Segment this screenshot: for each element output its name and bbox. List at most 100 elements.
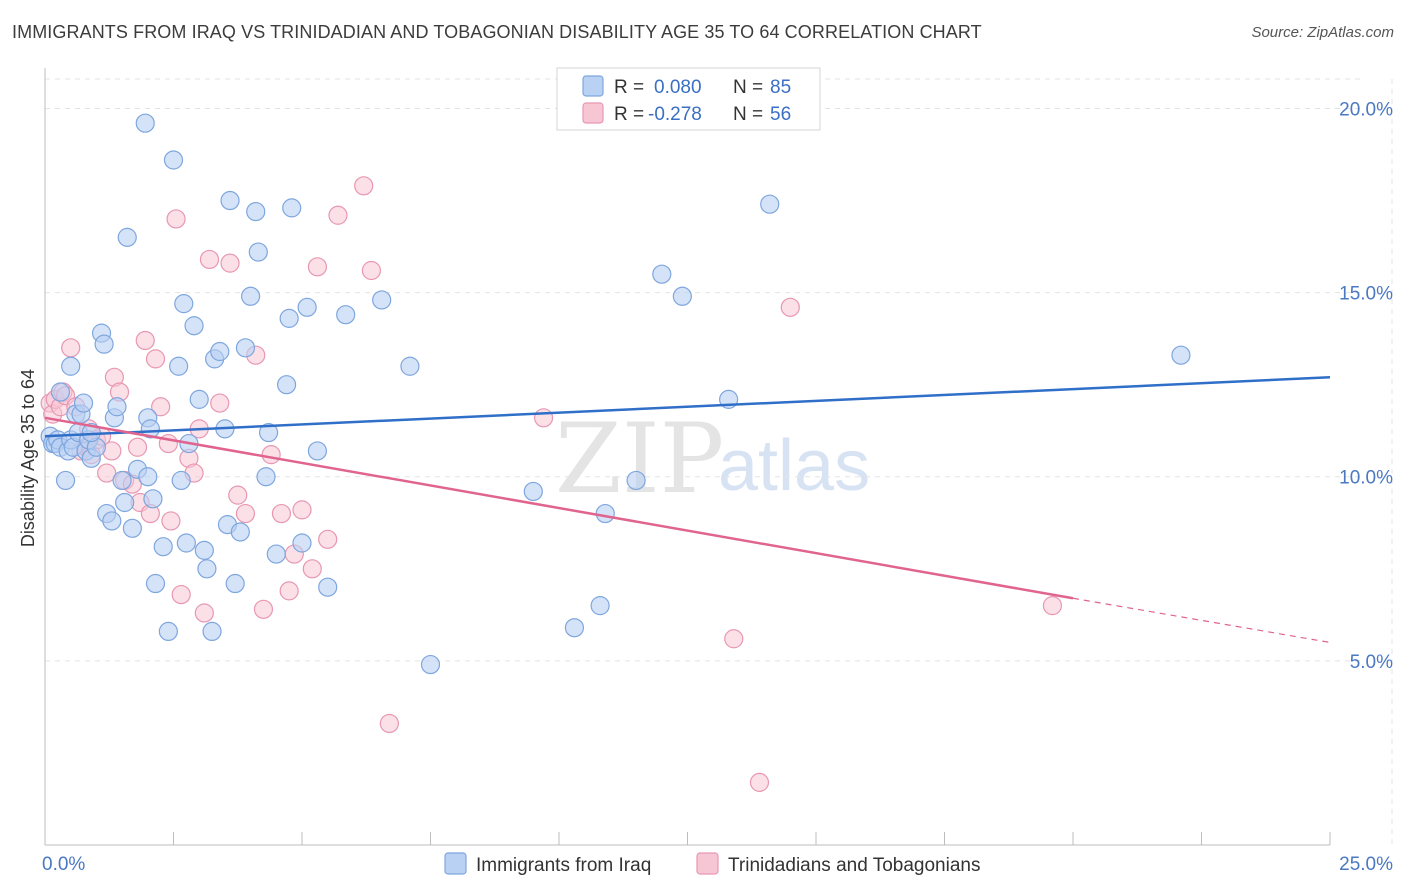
tt-trend-line — [44, 416, 1074, 600]
iraq-point-59 — [256, 467, 276, 487]
legend-swatch-tt — [582, 102, 604, 124]
chart-source: Source: ZipAtlas.com — [1251, 24, 1394, 41]
iraq-point-63 — [279, 308, 299, 328]
series-trinidadians-points — [40, 176, 1063, 792]
iraq-point-30 — [135, 113, 155, 133]
legend-n-label-tt: N = — [733, 104, 763, 125]
iraq-point-76 — [595, 503, 615, 524]
iraq-point-61 — [266, 544, 286, 564]
iraq-point-57 — [246, 201, 266, 222]
iraq-point-65 — [292, 533, 312, 553]
iraq-point-47 — [202, 621, 222, 642]
tt-point-33 — [194, 603, 214, 623]
trend-lines — [44, 376, 1331, 644]
legend-r-label-iraq: R = — [614, 77, 644, 98]
tt-point-28 — [166, 209, 186, 229]
bottom-legend-label-tt: Trinidadians and Tobagonians — [728, 855, 980, 876]
iraq-trend-line — [44, 376, 1331, 438]
iraq-point-77 — [626, 470, 646, 491]
watermark-atlas: atlas — [718, 426, 870, 506]
iraq-point-22 — [102, 511, 122, 531]
iraq-point-49 — [210, 341, 230, 362]
series-iraq-points — [40, 113, 1191, 675]
iraq-point-6 — [55, 470, 76, 491]
bottom-legend-swatch-tt — [696, 852, 719, 875]
iraq-point-28 — [122, 518, 142, 538]
iraq-point-34 — [145, 573, 166, 594]
gridlines — [45, 78, 1393, 845]
iraq-point-44 — [189, 389, 209, 409]
tt-point-35 — [210, 393, 230, 413]
iraq-point-46 — [197, 559, 217, 579]
iraq-point-60 — [258, 422, 279, 443]
legend-r-label-tt: R = — [614, 104, 644, 125]
iraq-point-78 — [652, 264, 672, 284]
iraq-point-82 — [1171, 345, 1191, 365]
iraq-point-64 — [282, 198, 302, 218]
tt-point-49 — [328, 205, 348, 225]
tt-point-47 — [307, 257, 328, 277]
tt-point-50 — [354, 176, 374, 196]
y-tick-label-1: 10.0% — [1339, 468, 1393, 489]
legend-r-value-iraq: 0.080 — [654, 77, 702, 98]
tt-point-36 — [220, 253, 240, 273]
bottom-legend-label-iraq: Immigrants from Iraq — [476, 855, 651, 876]
y-tick-label-3: 20.0% — [1339, 99, 1393, 120]
iraq-point-75 — [590, 596, 610, 616]
tt-trend-line-extension — [1072, 597, 1331, 644]
y-tick-label-0: 5.0% — [1350, 652, 1393, 673]
tt-point-43 — [279, 581, 299, 601]
iraq-point-54 — [230, 522, 250, 542]
bottom-legend-swatch-iraq — [444, 852, 467, 875]
tt-point-51 — [361, 260, 381, 281]
tt-point-41 — [261, 445, 281, 465]
x-tick-label-0: 0.0% — [42, 854, 85, 875]
iraq-point-69 — [336, 305, 356, 325]
iraq-point-58 — [248, 242, 268, 262]
iraq-point-68 — [318, 577, 338, 597]
iraq-point-79 — [672, 286, 692, 306]
tt-point-24 — [145, 349, 166, 369]
iraq-point-81 — [760, 194, 780, 214]
iraq-point-62 — [276, 375, 297, 395]
iraq-point-8 — [61, 356, 81, 376]
tt-point-54 — [724, 629, 744, 649]
tt-point-14 — [97, 463, 117, 483]
iraq-point-24 — [107, 397, 127, 417]
iraq-point-14 — [73, 393, 94, 413]
iraq-point-20 — [94, 334, 114, 354]
x-tick-labels: 0.0% 25.0% — [42, 854, 1393, 875]
iraq-point-66 — [297, 297, 317, 317]
legend-n-label-iraq: N = — [733, 77, 763, 98]
iraq-point-74 — [564, 618, 585, 638]
tt-point-46 — [302, 559, 322, 579]
axes — [44, 68, 1331, 846]
legend-swatch-iraq — [582, 75, 604, 97]
correlation-legend: R = 0.080 N = 85 R = -0.278 N = 56 — [556, 67, 821, 131]
watermark-zip: ZIP — [555, 403, 724, 515]
iraq-point-73 — [523, 481, 543, 502]
tt-point-57 — [1042, 596, 1063, 616]
tt-point-42 — [271, 503, 292, 524]
y-tick-labels: 5.0% 10.0% 15.0% 20.0% — [1339, 99, 1393, 672]
iraq-point-71 — [400, 356, 420, 376]
tt-point-56 — [780, 297, 800, 317]
tt-point-55 — [749, 772, 770, 792]
iraq-point-53 — [225, 573, 245, 594]
iraq-point-39 — [171, 470, 191, 491]
tt-point-6 — [61, 338, 81, 358]
legend-r-value-tt: -0.278 — [648, 104, 702, 125]
tt-point-27 — [161, 511, 181, 531]
iraq-point-37 — [163, 150, 184, 170]
legend-n-value-tt: 56 — [770, 104, 791, 125]
iraq-point-35 — [153, 537, 173, 557]
tt-point-38 — [235, 503, 256, 524]
iraq-point-27 — [117, 227, 137, 247]
tt-point-48 — [318, 529, 338, 549]
iraq-point-55 — [235, 338, 256, 358]
iraq-point-56 — [241, 286, 261, 306]
y-axis-title: Disability Age 35 to 64 — [18, 369, 38, 547]
iraq-point-26 — [115, 492, 135, 513]
chart-title: IMMIGRANTS FROM IRAQ VS TRINIDADIAN AND … — [12, 22, 982, 42]
